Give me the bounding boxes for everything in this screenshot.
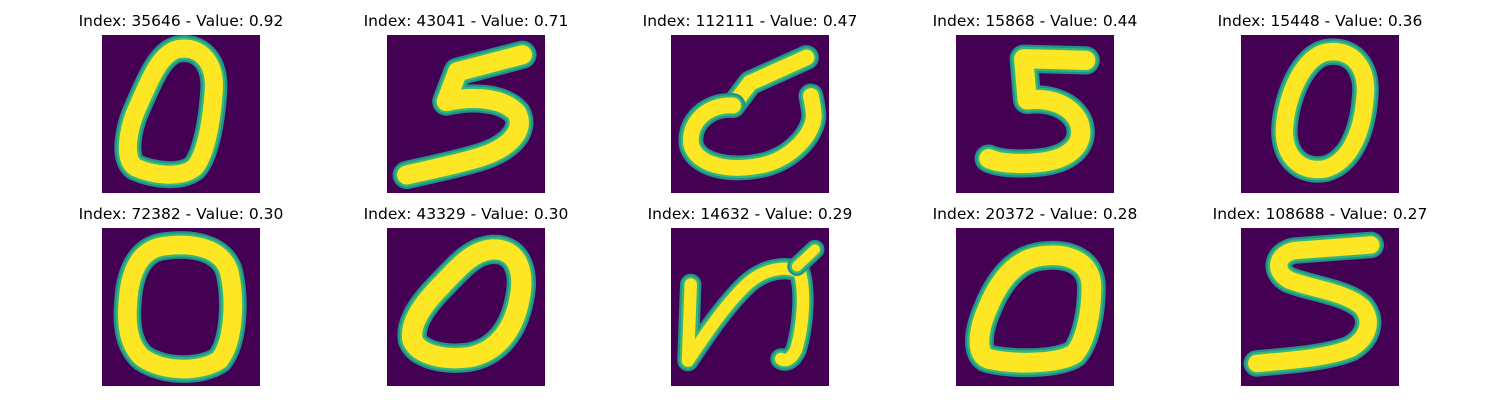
digit-panel: Index: 15868 - Value: 0.44 <box>933 13 1137 204</box>
panel-title: Index: 43329 - Value: 0.30 <box>363 205 569 223</box>
panel-title: Index: 108688 - Value: 0.27 <box>1212 205 1428 223</box>
digit-image-0 <box>956 228 1114 386</box>
digit-image-5 <box>671 35 829 193</box>
digit-image-0 <box>102 228 260 386</box>
digit-stroke <box>683 88 822 176</box>
digit-stroke <box>791 244 820 272</box>
digit-image-5 <box>387 35 545 193</box>
digit-stroke <box>401 239 532 369</box>
digit-image-0 <box>1241 35 1399 193</box>
digit-image-5 <box>1241 228 1399 386</box>
digit-image-5 <box>671 228 829 386</box>
digit-image-0 <box>387 228 545 386</box>
digit-panel: Index: 108688 - Value: 0.27 <box>1213 206 1427 397</box>
digit-panel: Index: 72382 - Value: 0.30 <box>79 206 283 397</box>
digit-stroke <box>118 235 243 379</box>
digit-stroke <box>1248 236 1380 373</box>
digit-panel: Index: 14632 - Value: 0.29 <box>648 206 852 397</box>
digit-image-5 <box>956 35 1114 193</box>
digit-stroke <box>969 245 1102 373</box>
panel-title: Index: 20372 - Value: 0.28 <box>932 205 1138 223</box>
digit-panel: Index: 112111 - Value: 0.47 <box>643 13 857 204</box>
panel-title: Index: 14632 - Value: 0.29 <box>647 205 853 223</box>
digit-panel: Index: 43041 - Value: 0.71 <box>364 13 568 204</box>
panel-title: Index: 43041 - Value: 0.71 <box>363 12 569 30</box>
digit-image-0 <box>102 35 260 193</box>
digit-stroke <box>118 39 223 184</box>
panel-title: Index: 15448 - Value: 0.36 <box>1217 12 1423 30</box>
panel-title: Index: 112111 - Value: 0.47 <box>642 12 858 30</box>
digit-stroke <box>1275 43 1375 179</box>
digit-stroke <box>397 45 533 185</box>
panel-title: Index: 72382 - Value: 0.30 <box>78 205 284 223</box>
panel-title: Index: 15868 - Value: 0.44 <box>932 12 1138 30</box>
digit-panel: Index: 43329 - Value: 0.30 <box>364 206 568 397</box>
digit-panel: Index: 20372 - Value: 0.28 <box>933 206 1137 397</box>
digit-panel: Index: 15448 - Value: 0.36 <box>1218 13 1422 204</box>
digit-stroke <box>979 49 1096 174</box>
digit-panel: Index: 35646 - Value: 0.92 <box>79 13 283 204</box>
panel-title: Index: 35646 - Value: 0.92 <box>78 12 284 30</box>
